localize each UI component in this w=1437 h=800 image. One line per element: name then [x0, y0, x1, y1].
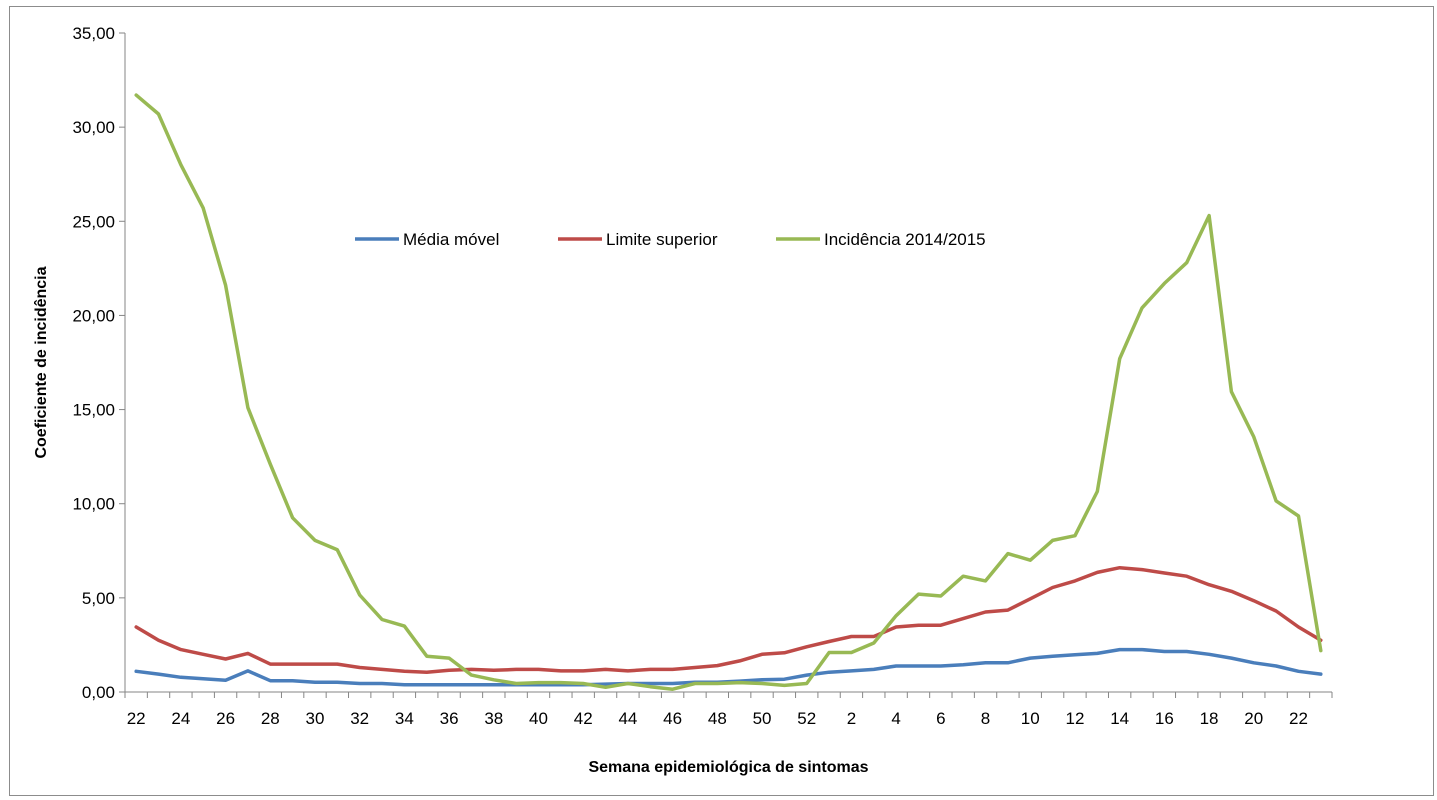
x-tick-label: 52 — [797, 709, 816, 728]
y-tick-label: 15,00 — [72, 401, 115, 420]
x-tick-label: 36 — [440, 709, 459, 728]
x-tick-label: 18 — [1200, 709, 1219, 728]
legend-label: Limite superior — [606, 230, 718, 249]
y-tick-label: 25,00 — [72, 212, 115, 231]
x-tick-label: 22 — [1289, 709, 1308, 728]
x-tick-label: 46 — [663, 709, 682, 728]
x-tick-label: 14 — [1110, 709, 1129, 728]
y-tick-label: 5,00 — [82, 589, 115, 608]
y-tick-label: 35,00 — [72, 24, 115, 43]
x-tick-label: 20 — [1244, 709, 1263, 728]
legend-label: Incidência 2014/2015 — [824, 230, 986, 249]
x-tick-label: 10 — [1021, 709, 1040, 728]
x-tick-label: 22 — [127, 709, 146, 728]
series-line-incid-ncia-2014-2015 — [134, 93, 1323, 691]
x-tick-label: 30 — [306, 709, 325, 728]
x-tick-label: 12 — [1065, 709, 1084, 728]
x-tick-label: 4 — [891, 709, 900, 728]
x-axis-ticks: 22 24 26 28 30 32 34 36 38 40 42 44 46 48 50 52 2 4 6 8 10 12… — [124, 692, 1333, 728]
y-axis-ticks: 0,00 5,00 10,00 15,00 20,00 25,00 30,00 35,00 — [72, 24, 125, 702]
legend-label: Média móvel — [403, 230, 499, 249]
x-tick-label: 8 — [981, 709, 990, 728]
y-tick-label: 30,00 — [72, 118, 115, 137]
series-line-limite-superior — [134, 565, 1323, 674]
x-tick-label: 16 — [1155, 709, 1174, 728]
series-layer — [134, 93, 1323, 691]
x-tick-label: 6 — [936, 709, 945, 728]
x-tick-label: 28 — [261, 709, 280, 728]
y-tick-label: 20,00 — [72, 306, 115, 325]
x-tick-label: 40 — [529, 709, 548, 728]
chart-frame — [9, 6, 1434, 796]
x-tick-label: 44 — [618, 709, 637, 728]
y-axis-title: Coeficiente de incidência — [33, 266, 50, 458]
series-line-m-dia-m-vel — [134, 647, 1323, 687]
x-tick-label: 38 — [484, 709, 503, 728]
x-tick-label: 24 — [171, 709, 190, 728]
x-tick-label: 26 — [216, 709, 235, 728]
x-axis-title: Semana epidemiológica de sintomas — [588, 759, 868, 776]
y-tick-label: 0,00 — [82, 683, 115, 702]
x-tick-label: 50 — [753, 709, 772, 728]
x-tick-label: 34 — [395, 709, 414, 728]
x-tick-label: 42 — [574, 709, 593, 728]
legend: Média móvel Limite superior Incidência 201… — [355, 230, 986, 249]
x-tick-label: 32 — [350, 709, 369, 728]
y-tick-label: 10,00 — [72, 495, 115, 514]
x-tick-label: 48 — [708, 709, 727, 728]
x-tick-label: 2 — [847, 709, 856, 728]
